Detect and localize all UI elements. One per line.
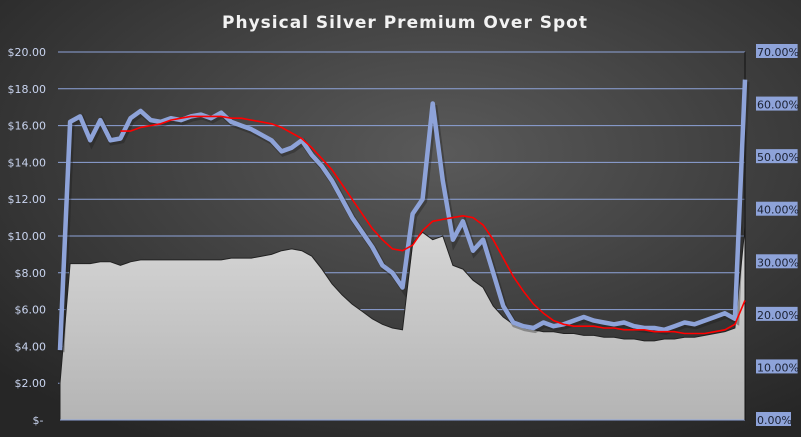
y2-tick-label: 0.00% <box>757 414 792 427</box>
y2-tick-bg <box>756 149 798 164</box>
y2-tick-bg <box>756 254 798 269</box>
y-tick-label: $10.00 <box>8 230 47 243</box>
y-tick-label: $18.00 <box>8 83 47 96</box>
y2-tick-bg <box>756 412 791 426</box>
y2-tick-label: 40.00% <box>757 204 799 217</box>
y2-tick-bg <box>756 201 798 216</box>
y2-tick-bg <box>756 359 798 374</box>
y2-tick-bg <box>756 306 798 321</box>
y-tick-label: $20.00 <box>8 46 47 59</box>
y-tick-label: $4.00 <box>15 340 47 353</box>
y2-tick-label: 50.00% <box>757 151 799 164</box>
chart-title: Physical Silver Premium Over Spot <box>222 13 588 33</box>
y-tick-label: $12.00 <box>8 193 47 206</box>
y2-tick-bg <box>756 96 798 111</box>
y-tick-label: $16.00 <box>8 120 47 133</box>
y-tick-label: $2.00 <box>15 377 47 390</box>
y2-tick-label: 20.00% <box>757 309 799 322</box>
y2-tick-label: 10.00% <box>757 361 799 374</box>
y-tick-label: $8.00 <box>15 267 47 280</box>
y2-tick-label: 60.00% <box>757 99 799 112</box>
y2-tick-label: 70.00% <box>757 46 799 59</box>
y-tick-label: $6.00 <box>15 304 47 317</box>
y2-tick-label: 30.00% <box>757 256 799 269</box>
moving-average-line <box>120 115 746 335</box>
y2-tick-bg <box>756 44 798 58</box>
y-tick-label: $14.00 <box>8 156 47 169</box>
y-tick-label: $- <box>33 414 44 427</box>
area-series <box>59 226 746 421</box>
